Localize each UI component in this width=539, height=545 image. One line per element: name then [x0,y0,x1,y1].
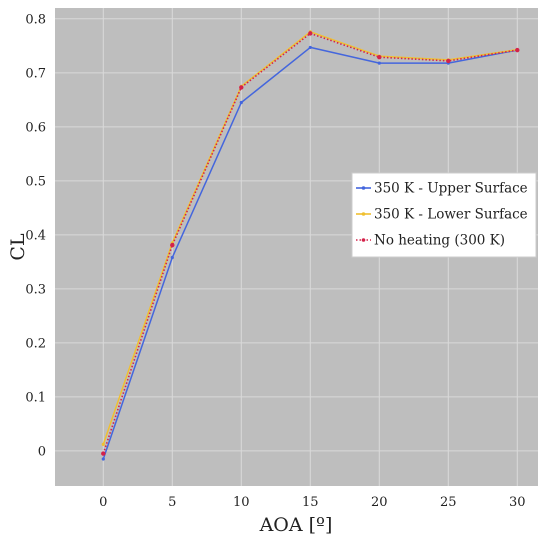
x-tick-label: 15 [302,495,319,510]
data-point [170,255,174,260]
x-tick-label: 30 [509,495,526,510]
legend-marker [361,238,366,242]
y-axis-label: CL [7,233,29,261]
legend: 350 K - Upper Surface 350 K - Lower Surfa… [351,172,537,258]
data-point [308,31,313,36]
data-point [239,100,243,105]
data-point [377,61,381,65]
legend-marker [361,212,366,216]
x-axis-label: AOA [º] [259,514,333,536]
legend-label: 350 K - Upper Surface [374,181,528,197]
data-point [377,54,382,60]
x-tick-label: 20 [371,495,388,510]
y-tick-label: 0.6 [25,120,46,135]
legend-label: No heating (300 K) [374,233,505,249]
data-point [239,85,244,90]
y-tick-label: 0.3 [25,282,46,297]
y-tick-label: 0 [38,444,46,459]
data-point [170,242,175,248]
tick-labels: 0 5 10 15 20 25 30 0 0.1 0.2 0.3 0.4 0.5 0.6 0.7 0.8 [25,12,525,510]
x-tick-label: 5 [168,495,176,510]
y-tick-label: 0.8 [25,12,46,27]
data-point [515,47,520,53]
y-tick-label: 0.2 [25,336,46,351]
y-tick-label: 0.5 [25,174,46,189]
y-tick-label: 0.1 [25,390,46,405]
data-point [101,457,105,461]
legend-box [351,172,537,258]
data-point [101,451,106,456]
series-layer [101,30,520,461]
data-point [308,45,312,50]
x-tick-label: 25 [440,495,457,510]
series-3 [101,31,520,456]
legend-marker [361,186,366,190]
legend-label: 350 K - Lower Surface [374,207,528,223]
x-tick-label: 0 [99,495,107,510]
data-point [446,58,451,64]
y-tick-label: 0.4 [25,228,46,243]
y-tick-label: 0.7 [25,66,46,81]
data-point [101,442,105,447]
x-tick-label: 10 [233,495,250,510]
